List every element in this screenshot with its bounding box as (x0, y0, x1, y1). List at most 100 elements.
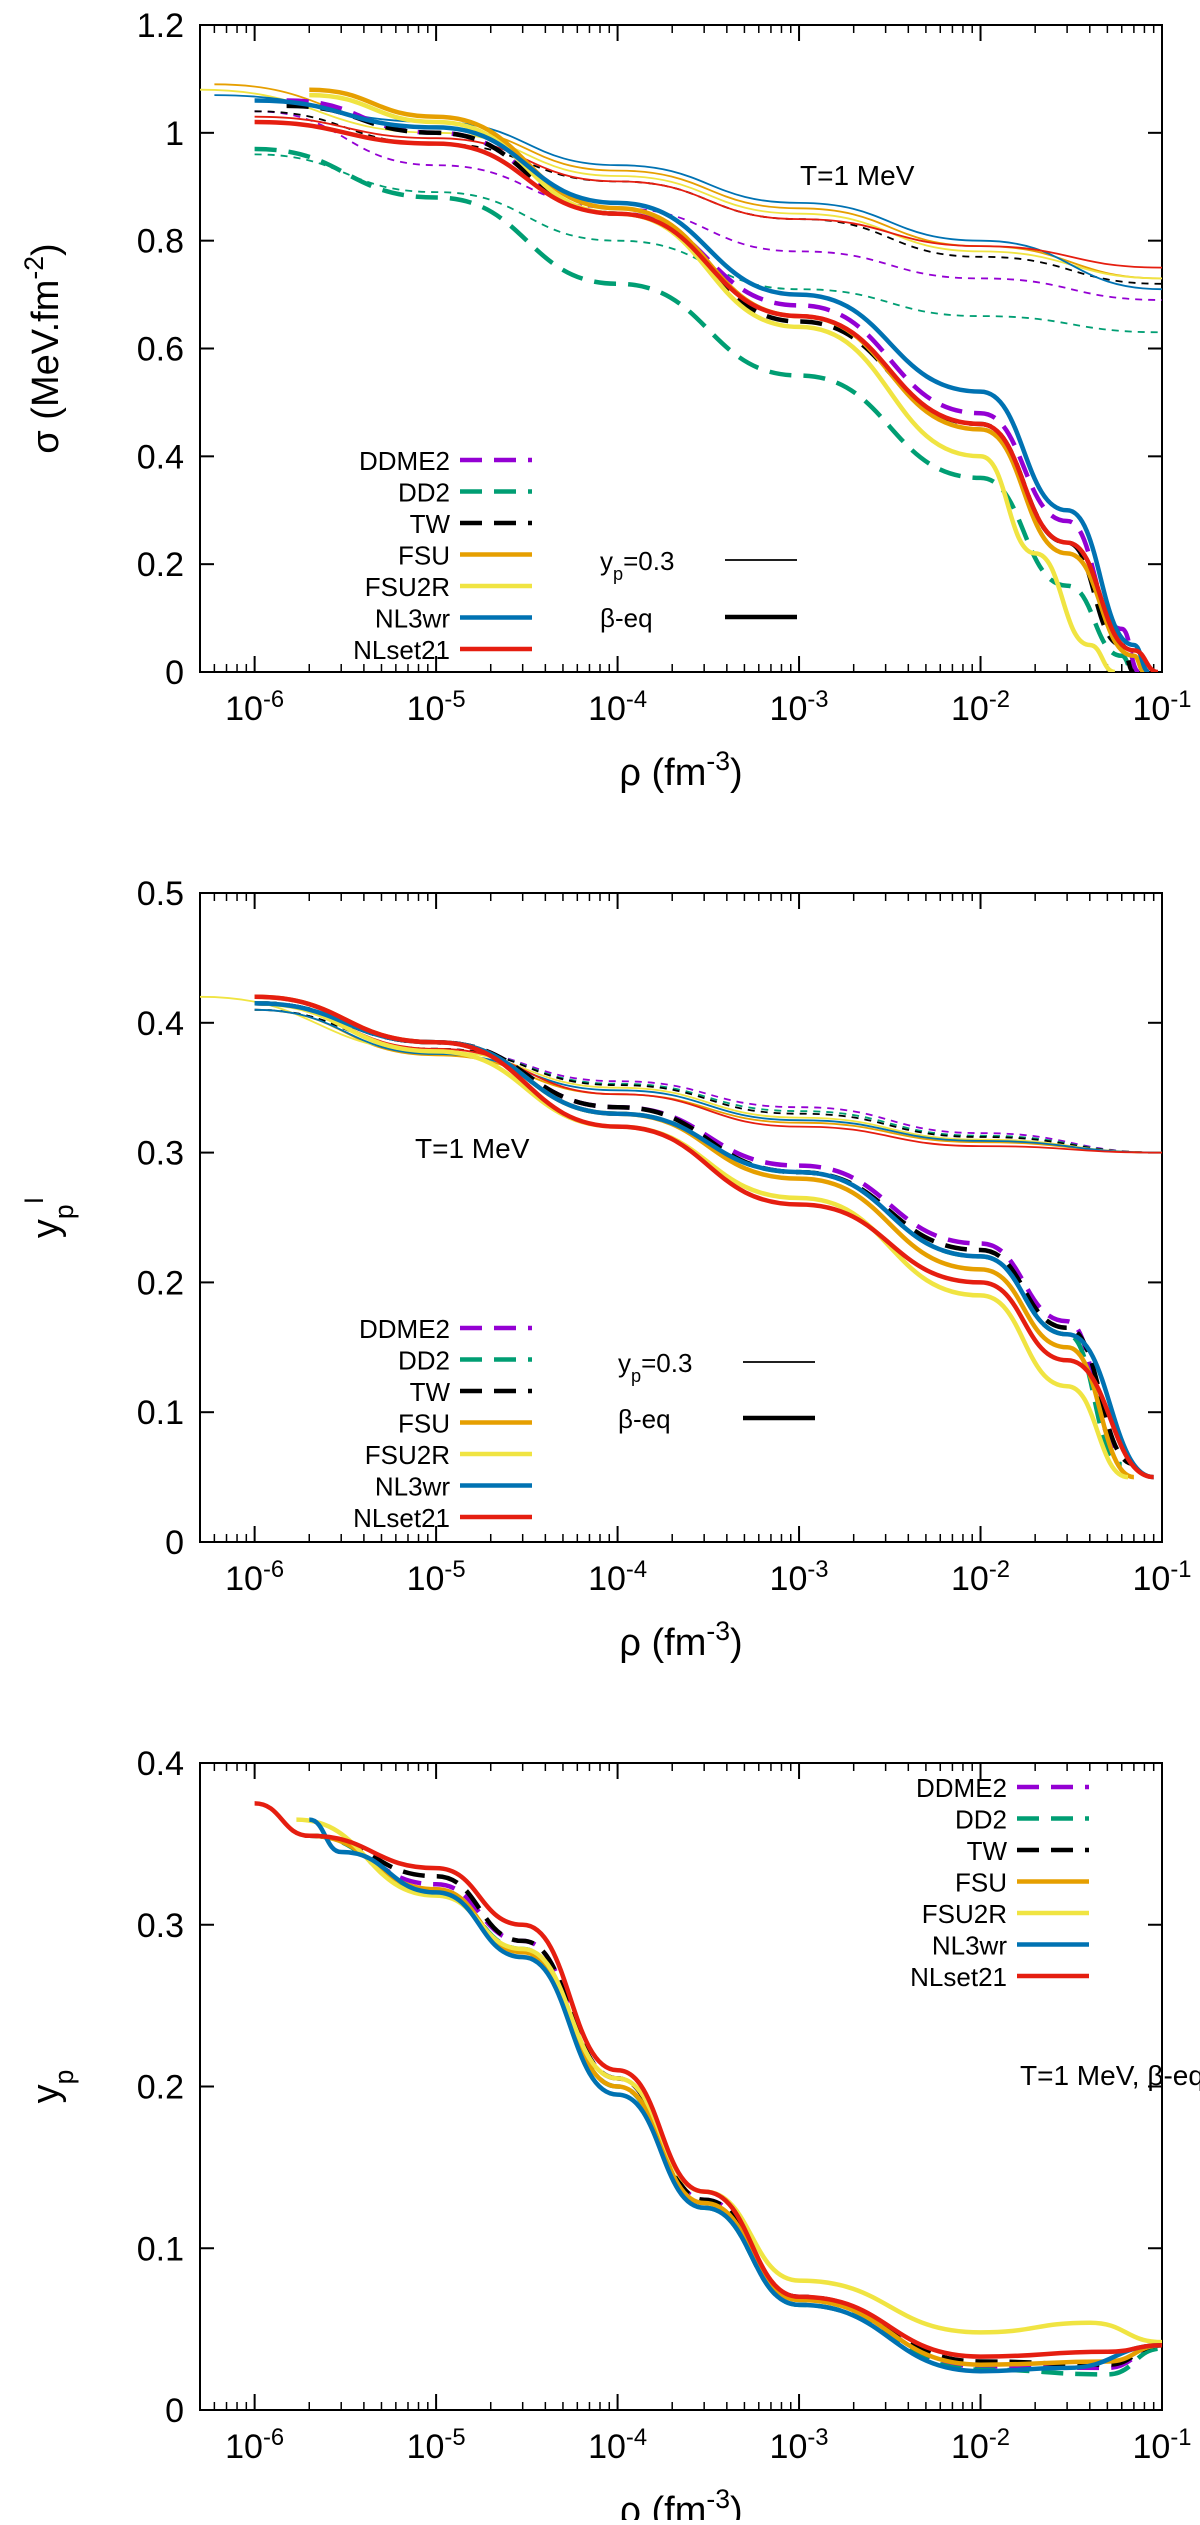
series-dd2-thick (254, 1001, 1123, 1467)
y-tick-label: 0.3 (137, 1907, 184, 1945)
series-fsu2r-thin (200, 88, 1162, 280)
series-nlset21-thick (254, 119, 1159, 672)
series-fsu-thin (254, 1008, 1162, 1154)
y-tick-label: 0 (165, 2392, 184, 2430)
series-nlset21-thick (254, 1801, 1162, 2359)
y-tick-label: 0.6 (137, 331, 184, 369)
series-dd2-thick (254, 146, 1135, 672)
x-tick-label: 10-1 (1133, 686, 1192, 729)
annotation-text: T=1 MeV, β-eq (1020, 2060, 1200, 2091)
y-tick-label: 0.3 (137, 1135, 184, 1173)
legend-label-nlset21: NLset21 (353, 635, 450, 665)
series-fsu-thick (254, 994, 1135, 1480)
x-tick-label: 10-5 (407, 2424, 466, 2467)
y-tick-label: 0.4 (137, 1005, 184, 1043)
y-axis-title: ypI (19, 1197, 79, 1238)
x-axis-title: ρ (fm-3) (619, 746, 742, 794)
plot-frame (199, 892, 1163, 1543)
series-nlset21-thick (254, 994, 1154, 1480)
y-tick-label: 0.1 (137, 1394, 184, 1432)
chart-panel-ypI: 0 0.1 0.2 0.3 0.4 0.5 10-6 10-5 10-4 10-3 10-2 10-1… (19, 875, 1192, 1664)
x-tick-label: 10-5 (407, 686, 466, 729)
x-tick-label: 10-4 (588, 686, 647, 729)
y-tick-label: 0.8 (137, 223, 184, 261)
x-tick-label: 10-4 (588, 2424, 647, 2467)
x-tick-label: 10-1 (1133, 2424, 1192, 2467)
y-tick-label: 0.2 (137, 2069, 184, 2107)
legend-label-dd2: DD2 (398, 1346, 450, 1376)
style-legend-label: yp=0.3 (600, 546, 674, 584)
series-ddme2-thick (309, 1833, 1162, 2371)
legend-label-nlset21: NLset21 (910, 1962, 1007, 1992)
legend-label-nl3wr: NL3wr (375, 1472, 450, 1502)
x-tick-label: 10-1 (1133, 1556, 1192, 1599)
y-tick-label: 0.4 (137, 438, 184, 476)
series-tw-thin (254, 1008, 1162, 1154)
x-tick-label: 10-2 (951, 2424, 1010, 2467)
legend-label-tw: TW (967, 1836, 1008, 1866)
series-ddme2-thin (254, 110, 1162, 301)
legend-label-nl3wr: NL3wr (932, 1931, 1007, 1961)
plot-frame (199, 24, 1163, 673)
series-nl3wr-thin (214, 94, 1162, 291)
legend-label-nl3wr: NL3wr (375, 604, 450, 634)
legend-label-dd2: DD2 (955, 1805, 1007, 1835)
plot-frame (199, 1762, 1163, 2411)
x-axis-title: ρ (fm-3) (619, 1616, 742, 1664)
legend-label-fsu2r: FSU2R (922, 1899, 1007, 1929)
style-legend-label: β-eq (618, 1404, 671, 1434)
chart-panel-sigma: 0 0.2 0.4 0.6 0.8 1 1.2 10-6 10-5 10-4 10-3 10-2 10-… (19, 7, 1192, 794)
series-nlset21-thin (254, 1002, 1162, 1154)
series-group (254, 1801, 1162, 2377)
series-dd2-thin (254, 153, 1162, 334)
series-fsu2r-thin (200, 995, 1162, 1154)
series-tw-thick (254, 1001, 1135, 1467)
y-tick-label: 0.5 (137, 875, 184, 913)
y-axis-title: σ (MeV.fm-2) (19, 243, 67, 453)
legend-label-fsu: FSU (398, 541, 450, 571)
series-group (200, 994, 1162, 1480)
series-nl3wr-thin (254, 1008, 1162, 1154)
series-dd2-thin (254, 1008, 1162, 1154)
series-nl3wr-thick (254, 98, 1151, 672)
x-tick-label: 10-5 (407, 1556, 466, 1599)
x-tick-label: 10-6 (225, 2424, 284, 2467)
series-dd2-thick (309, 1833, 1162, 2377)
y-tick-label: 1 (165, 115, 184, 153)
series-ddme2-thin (254, 1008, 1162, 1154)
x-tick-label: 10-3 (770, 686, 829, 729)
style-legend-label: yp=0.3 (618, 1348, 692, 1386)
annotation-text: T=1 MeV (415, 1133, 530, 1164)
series-nlset21-thin (254, 115, 1162, 269)
legend-label-fsu2r: FSU2R (365, 572, 450, 602)
series-fsu2r-thick (254, 1001, 1129, 1480)
x-tick-label: 10-2 (951, 1556, 1010, 1599)
x-tick-label: 10-3 (770, 2424, 829, 2467)
style-legend-label: β-eq (600, 603, 653, 633)
series-nl3wr-thick (308, 1817, 1162, 2374)
legend-label-tw: TW (410, 1377, 451, 1407)
legend-label-ddme2: DDME2 (359, 1314, 450, 1344)
x-tick-label: 10-2 (951, 686, 1010, 729)
y-tick-label: 0.2 (137, 546, 184, 584)
legend-label-fsu2r: FSU2R (365, 1440, 450, 1470)
x-axis-title: ρ (fm-3) (619, 2484, 742, 2520)
series-nl3wr-thick (254, 1001, 1155, 1480)
y-tick-label: 1.2 (137, 7, 184, 45)
legend-label-fsu: FSU (955, 1868, 1007, 1898)
y-tick-label: 0 (165, 1524, 184, 1562)
legend-label-ddme2: DDME2 (916, 1773, 1007, 1803)
legend-label-tw: TW (410, 509, 451, 539)
annotation-text: T=1 MeV (800, 160, 915, 191)
x-tick-label: 10-3 (770, 1556, 829, 1599)
series-fsu2r-thick (309, 92, 1116, 672)
x-tick-label: 10-6 (225, 686, 284, 729)
chart-panel-yp: 0 0.1 0.2 0.3 0.4 10-6 10-5 10-4 10-3 10-2 10-1 ρ (… (25, 1745, 1200, 2525)
y-tick-label: 0.1 (137, 2230, 184, 2268)
legend-label-ddme2: DDME2 (359, 446, 450, 476)
legend-label-nlset21: NLset21 (353, 1503, 450, 1533)
y-tick-label: 0.2 (137, 1264, 184, 1302)
y-axis-title: yp (25, 2070, 79, 2104)
